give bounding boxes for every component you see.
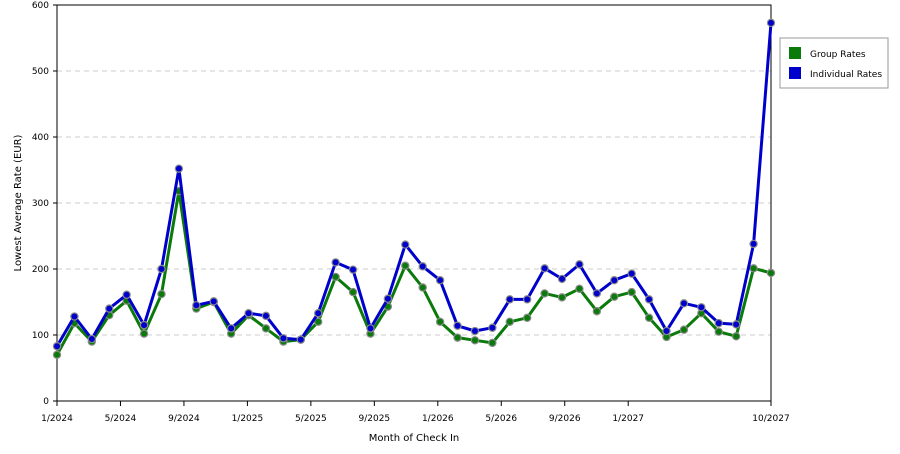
data-point-individual	[280, 335, 287, 342]
x-tick-label: 1/2026	[422, 414, 454, 424]
series-lines	[53, 19, 774, 358]
x-tick-label: 9/2024	[168, 414, 200, 424]
data-point-individual	[419, 263, 426, 270]
data-point-individual	[88, 335, 95, 342]
data-point-individual	[750, 240, 757, 247]
x-tick-label: 10/2027	[752, 414, 789, 424]
data-point-group	[349, 289, 356, 296]
legend-label-group: Group Rates	[810, 50, 866, 60]
data-point-individual	[332, 259, 339, 266]
y-axis-title: Lowest Average Rate (EUR)	[13, 134, 24, 271]
data-point-group	[332, 273, 339, 280]
legend-swatch-individual	[789, 67, 801, 79]
data-point-group	[402, 262, 409, 269]
data-point-individual	[471, 327, 478, 334]
data-point-individual	[53, 343, 60, 350]
data-point-group	[454, 334, 461, 341]
data-point-individual	[611, 277, 618, 284]
x-tick-label: 1/2027	[612, 414, 644, 424]
legend-swatch-group	[789, 47, 801, 59]
data-point-group	[158, 290, 165, 297]
data-point-group	[645, 314, 652, 321]
data-point-individual	[733, 321, 740, 328]
data-point-group	[419, 284, 426, 291]
y-tick-label: 0	[43, 397, 49, 407]
x-tick-label: 5/2025	[295, 414, 327, 424]
data-point-group	[593, 308, 600, 315]
data-point-individual	[506, 296, 513, 303]
data-point-individual	[402, 241, 409, 248]
data-point-individual	[367, 325, 374, 332]
data-point-individual	[210, 298, 217, 305]
y-tick-label: 200	[32, 265, 49, 275]
data-point-individual	[645, 296, 652, 303]
data-point-group	[541, 290, 548, 297]
x-tick-label: 5/2026	[485, 414, 517, 424]
legend-box	[780, 38, 888, 88]
data-point-individual	[384, 295, 391, 302]
data-point-individual	[698, 304, 705, 311]
data-point-individual	[767, 19, 774, 26]
data-point-group	[471, 337, 478, 344]
data-point-group	[767, 269, 774, 276]
data-point-individual	[158, 265, 165, 272]
data-point-individual	[541, 265, 548, 272]
y-tick-label: 400	[32, 133, 49, 143]
data-point-individual	[524, 296, 531, 303]
data-point-individual	[680, 300, 687, 307]
data-point-individual	[297, 336, 304, 343]
data-point-group	[558, 294, 565, 301]
data-point-individual	[193, 302, 200, 309]
data-point-individual	[489, 324, 496, 331]
data-point-group	[715, 328, 722, 335]
axes	[53, 5, 771, 406]
data-point-individual	[140, 322, 147, 329]
data-point-group	[733, 333, 740, 340]
data-point-group	[576, 285, 583, 292]
y-tick-label: 500	[32, 67, 49, 77]
data-point-group	[262, 325, 269, 332]
data-point-individual	[71, 313, 78, 320]
x-tick-label: 1/2025	[232, 414, 264, 424]
data-point-individual	[437, 277, 444, 284]
x-tick-label: 1/2024	[41, 414, 73, 424]
data-point-individual	[349, 266, 356, 273]
data-point-individual	[663, 327, 670, 334]
y-tick-label: 300	[32, 199, 49, 209]
data-point-individual	[175, 165, 182, 172]
data-point-group	[680, 326, 687, 333]
tick-labels: 0 100 200 300 400 500 600 1/2024 5/2024 9/2024 1/2…	[32, 1, 790, 424]
y-tick-label: 100	[32, 331, 49, 341]
y-tick-label: 600	[32, 1, 49, 11]
data-point-individual	[245, 310, 252, 317]
legend: Group Rates Individual Rates	[780, 38, 888, 88]
x-tick-label: 9/2026	[549, 414, 581, 424]
x-axis-title: Month of Check In	[369, 433, 460, 444]
data-point-individual	[593, 290, 600, 297]
data-point-individual	[558, 275, 565, 282]
data-point-individual	[228, 325, 235, 332]
data-point-group	[53, 351, 60, 358]
data-point-group	[611, 293, 618, 300]
data-point-group	[437, 318, 444, 325]
data-point-group	[524, 314, 531, 321]
data-point-group	[140, 330, 147, 337]
data-point-individual	[106, 305, 113, 312]
data-point-individual	[262, 312, 269, 319]
data-point-group	[489, 339, 496, 346]
data-point-individual	[123, 291, 130, 298]
data-point-group	[750, 265, 757, 272]
data-point-group	[628, 289, 635, 296]
data-point-group	[506, 318, 513, 325]
data-point-individual	[628, 270, 635, 277]
x-tick-label: 5/2024	[105, 414, 137, 424]
data-point-individual	[715, 320, 722, 327]
data-point-individual	[454, 322, 461, 329]
x-tick-label: 9/2025	[358, 414, 390, 424]
data-point-individual	[315, 310, 322, 317]
data-point-individual	[576, 261, 583, 268]
legend-label-individual: Individual Rates	[810, 70, 882, 80]
